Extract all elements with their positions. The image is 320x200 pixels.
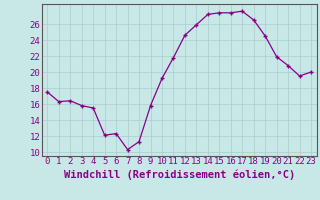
X-axis label: Windchill (Refroidissement éolien,°C): Windchill (Refroidissement éolien,°C) [64, 169, 295, 180]
